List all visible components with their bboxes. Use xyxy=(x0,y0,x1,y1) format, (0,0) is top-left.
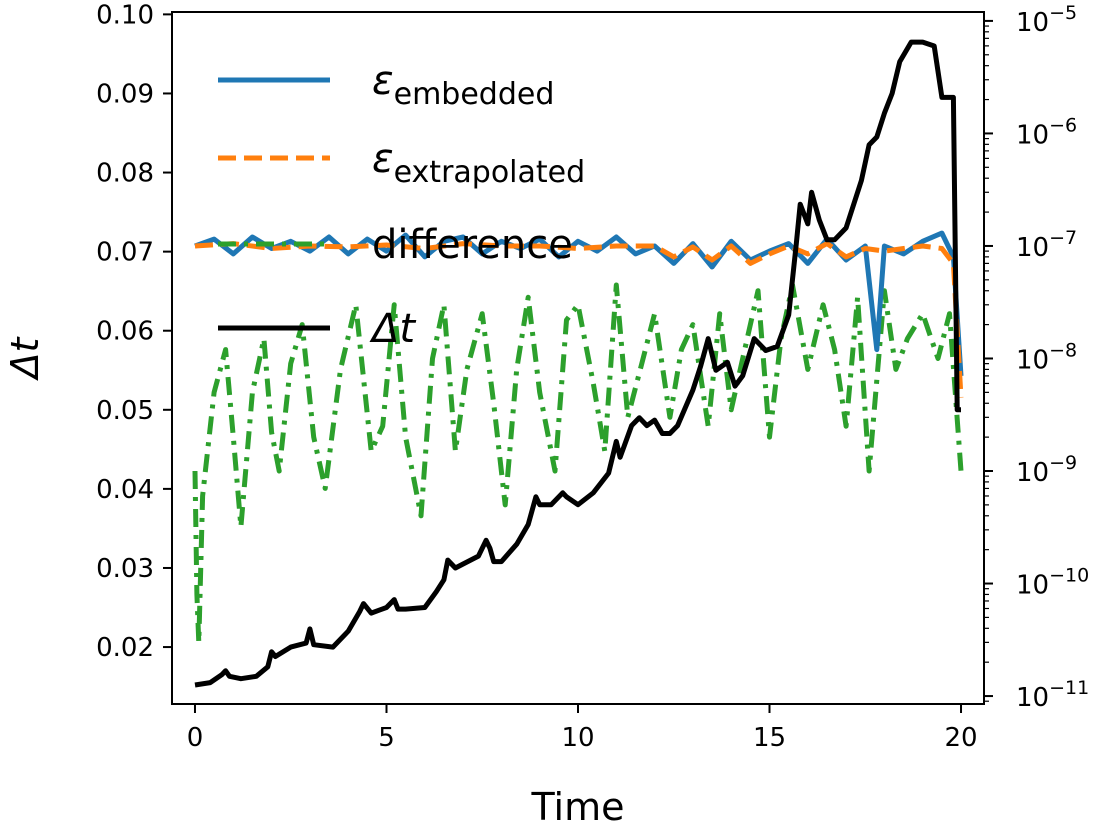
y-tick-label: 0.08 xyxy=(96,159,154,189)
y2-tick-label: 10−9 xyxy=(1016,452,1077,488)
x-tick-label: 15 xyxy=(753,723,786,753)
y-tick-label: 0.10 xyxy=(96,0,154,30)
y-tick-label: 0.06 xyxy=(96,317,154,347)
y-tick-label: 0.05 xyxy=(96,396,154,426)
y-tick-label: 0.04 xyxy=(96,475,154,505)
y2-tick-label: 10−11 xyxy=(1016,677,1089,713)
y2-tick-label: 10−6 xyxy=(1016,114,1077,150)
y2-tick-label: 10−8 xyxy=(1016,339,1077,375)
y-axis-label: Δt xyxy=(3,335,47,381)
y2-tick-label: 10−5 xyxy=(1016,2,1077,38)
series-line-embedded xyxy=(194,230,964,377)
series-line-difference xyxy=(192,282,964,645)
x-axis: 0 5 10 15 20 xyxy=(187,704,978,753)
series-line-dt xyxy=(194,39,961,688)
legend-label-extrapolated: εextrapolated xyxy=(372,136,585,190)
x-tick-label: 0 xyxy=(187,723,204,753)
series-line-extrapolated xyxy=(194,241,964,398)
x-tick-label: 5 xyxy=(378,723,395,753)
x-axis-label: Time xyxy=(531,785,625,829)
legend-label-difference: difference xyxy=(372,222,573,268)
x-tick-label: 20 xyxy=(944,723,977,753)
y-tick-label: 0.09 xyxy=(96,79,154,109)
legend: εembedded εextrapolated difference Δt xyxy=(218,58,585,352)
legend-label-dt: Δt xyxy=(369,306,416,352)
y2-tick-label: 10−10 xyxy=(1016,565,1089,601)
y-tick-label: 0.03 xyxy=(96,554,154,584)
y-axis-left: 0.02 0.03 0.04 0.05 0.06 0.07 0.08 0.09 0.10 xyxy=(96,0,172,663)
series-layer xyxy=(192,39,964,688)
legend-label-embedded: εembedded xyxy=(372,58,554,112)
y-axis-right: 10−11 10−10 10−9 10−8 10−7 10−6 10−5 xyxy=(984,2,1089,713)
x-tick-label: 10 xyxy=(561,723,594,753)
y-tick-label: 0.07 xyxy=(96,238,154,268)
y-tick-label: 0.02 xyxy=(96,633,154,663)
y2-tick-label: 10−7 xyxy=(1016,227,1077,263)
